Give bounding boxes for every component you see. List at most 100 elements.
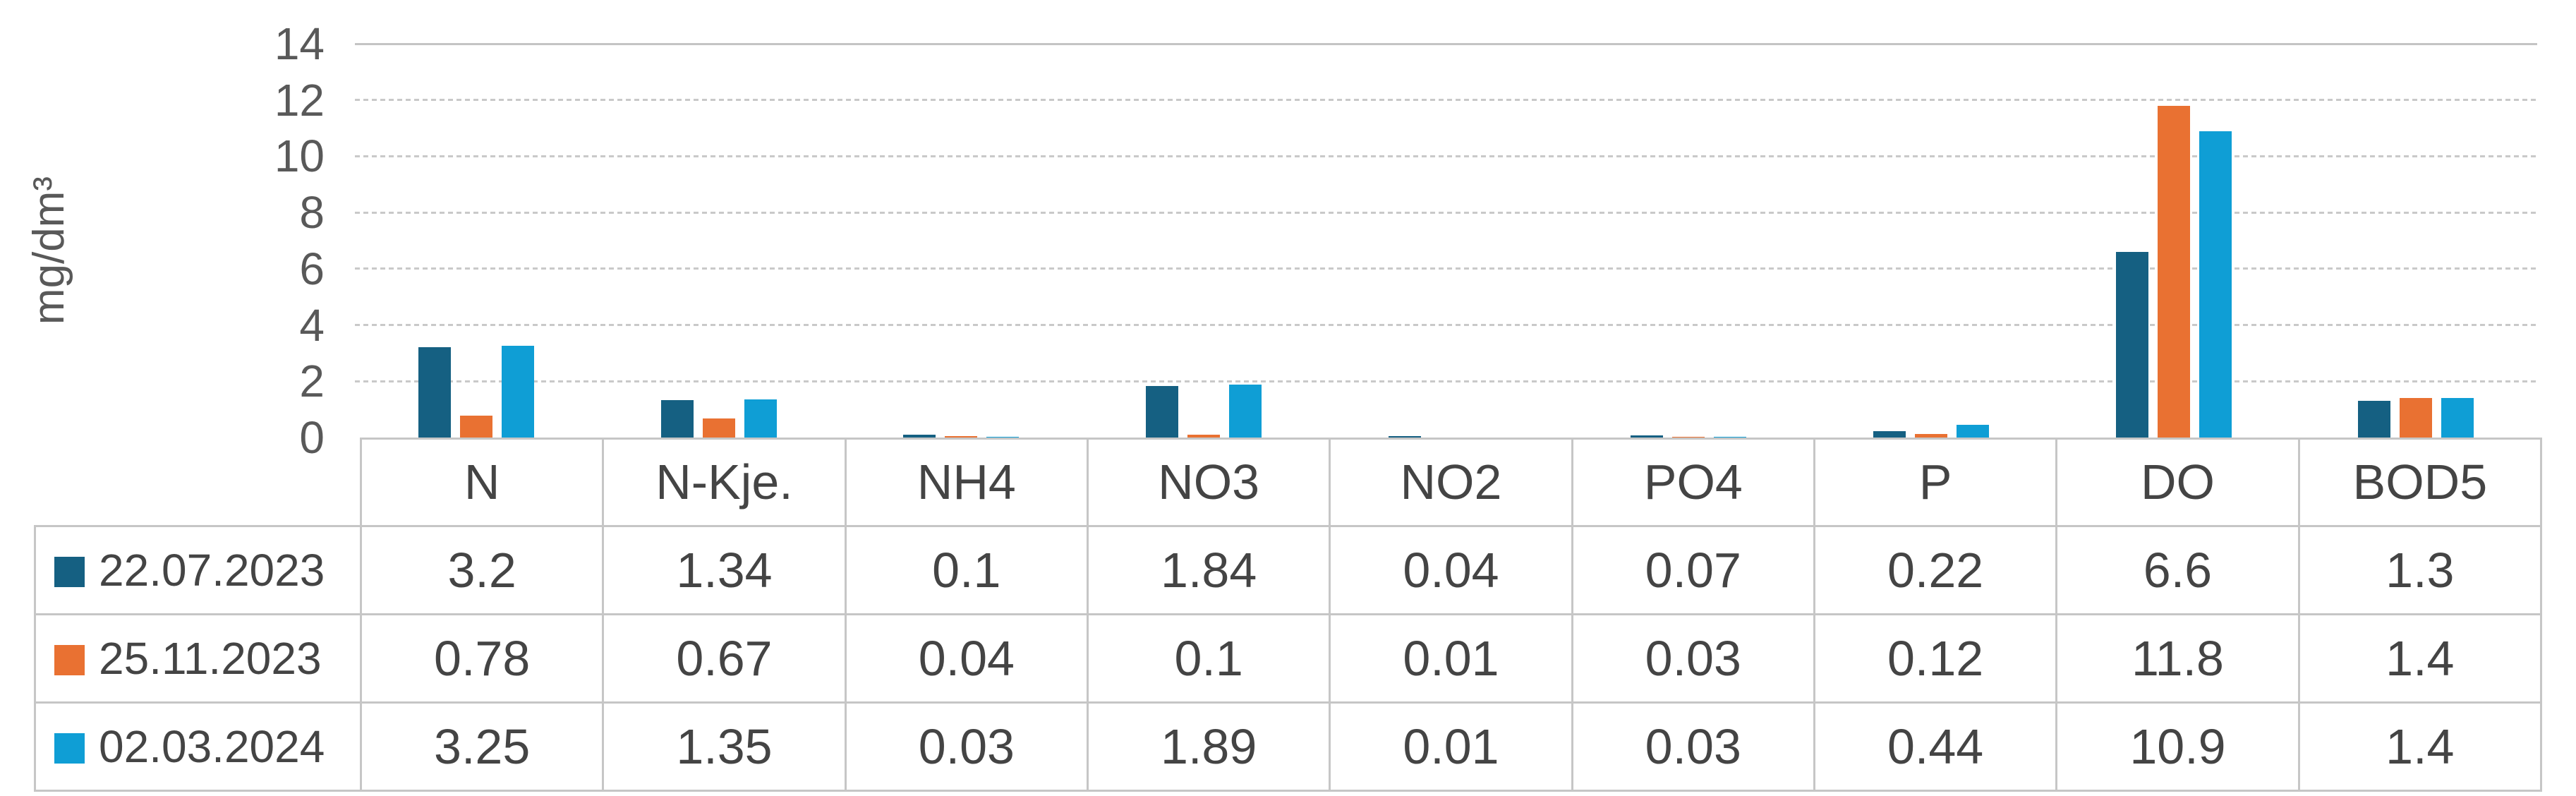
value-cell: 0.12 — [1813, 613, 2058, 704]
bar-group-N — [355, 44, 598, 438]
value-cell: 1.35 — [602, 701, 847, 792]
bar-PO4-02.03.2024 — [1714, 437, 1747, 438]
column-header-NO3: NO3 — [1086, 438, 1331, 527]
table-row: 22.07.2023 3.2 1.34 0.1 1.84 0.04 0.07 0.22 6.6 1… — [34, 524, 2543, 615]
bar-N-02.03.2024 — [501, 346, 534, 438]
y-tick-6: 6 — [299, 243, 325, 294]
value-cell: 10.9 — [2055, 701, 2300, 792]
y-tick-8: 8 — [299, 187, 325, 239]
legend-swatch-icon — [54, 556, 85, 587]
bar-P-25.11.2023 — [1914, 434, 1947, 438]
bar-BOD5-25.11.2023 — [2400, 398, 2433, 438]
data-table: N N-Kje. NH4 NO3 NO2 PO4 P DO BOD5 22.07.2023 3.2 1… — [34, 438, 2543, 792]
column-header-BOD5: BOD5 — [2297, 438, 2543, 527]
value-cell: 0.04 — [1329, 524, 1573, 615]
gridline-8 — [355, 211, 2537, 214]
bar-NO3-22.07.2023 — [1145, 386, 1178, 438]
column-header-N-Kje.: N-Kje. — [602, 438, 847, 527]
plot-area — [355, 42, 2537, 438]
bar-N-25.11.2023 — [459, 416, 492, 438]
column-header-N: N — [359, 438, 605, 527]
bar-N-Kje.-02.03.2024 — [744, 399, 777, 438]
value-cell: 0.03 — [1571, 701, 1815, 792]
value-cell: 0.67 — [602, 613, 847, 704]
table-row: 02.03.2024 3.25 1.35 0.03 1.89 0.01 0.03 0.44 10… — [34, 701, 2543, 792]
bar-P-22.07.2023 — [1873, 431, 1906, 438]
y-axis-title: mg/dm³ — [25, 176, 73, 325]
bar-BOD5-22.07.2023 — [2358, 401, 2391, 438]
bar-group-NO2 — [1325, 44, 1568, 438]
value-cell: 3.2 — [359, 524, 605, 615]
gridline-14 — [355, 42, 2537, 45]
bar-group-P — [1810, 44, 2052, 438]
bar-P-02.03.2024 — [1956, 425, 1989, 438]
bar-NH4-02.03.2024 — [986, 437, 1020, 438]
value-cell: 6.6 — [2055, 524, 2300, 615]
gridline-10 — [355, 155, 2537, 157]
bar-BOD5-02.03.2024 — [2441, 398, 2474, 438]
value-cell: 11.8 — [2055, 613, 2300, 704]
bar-DO-02.03.2024 — [2199, 131, 2232, 438]
value-cell: 0.44 — [1813, 701, 2058, 792]
gridline-4 — [355, 324, 2537, 327]
value-cell: 0.03 — [1571, 613, 1815, 704]
bar-N-Kje.-22.07.2023 — [660, 400, 694, 438]
bar-NO3-25.11.2023 — [1187, 435, 1220, 438]
bar-groups — [355, 44, 2537, 438]
bar-group-PO4 — [1567, 44, 1810, 438]
bar-group-NH4 — [840, 44, 1082, 438]
table-corner-cell — [35, 439, 361, 526]
value-cell: 0.01 — [1329, 613, 1573, 704]
column-header-NO2: NO2 — [1329, 438, 1573, 527]
value-cell: 1.4 — [2297, 613, 2543, 704]
value-cell: 0.01 — [1329, 701, 1573, 792]
legend-swatch-icon — [54, 732, 85, 764]
y-tick-4: 4 — [299, 299, 325, 351]
bar-group-BOD5 — [2294, 44, 2537, 438]
gridline-2 — [355, 380, 2537, 382]
bar-group-DO — [2052, 44, 2295, 438]
bar-N-22.07.2023 — [418, 347, 451, 438]
column-header-PO4: PO4 — [1571, 438, 1815, 527]
legend-swatch-icon — [54, 644, 85, 675]
value-cell: 0.78 — [359, 613, 605, 704]
row-label-25.11.2023: 25.11.2023 — [34, 613, 362, 704]
y-tick-10: 10 — [274, 131, 325, 182]
series-date-label: 22.07.2023 — [99, 544, 325, 596]
value-cell: 0.04 — [844, 613, 1089, 704]
series-date-label: 25.11.2023 — [99, 632, 322, 684]
bar-N-Kje.-25.11.2023 — [702, 418, 735, 438]
series-date-label: 02.03.2024 — [99, 720, 325, 772]
y-tick-2: 2 — [299, 356, 325, 407]
bar-NH4-25.11.2023 — [945, 436, 978, 438]
bar-PO4-22.07.2023 — [1631, 435, 1664, 438]
bar-PO4-25.11.2023 — [1672, 437, 1705, 438]
value-cell: 1.3 — [2297, 524, 2543, 615]
value-cell: 0.1 — [844, 524, 1089, 615]
gridline-6 — [355, 267, 2537, 270]
y-tick-12: 12 — [274, 74, 325, 126]
column-header-P: P — [1813, 438, 2058, 527]
column-header-NH4: NH4 — [844, 438, 1089, 527]
value-cell: 1.34 — [602, 524, 847, 615]
value-cell: 1.4 — [2297, 701, 2543, 792]
y-tick-0: 0 — [299, 412, 325, 463]
bar-DO-22.07.2023 — [2115, 252, 2148, 438]
value-cell: 0.22 — [1813, 524, 2058, 615]
bar-NO3-02.03.2024 — [1228, 385, 1262, 438]
table-row: 25.11.2023 0.78 0.67 0.04 0.1 0.01 0.03 0.12 11.… — [34, 613, 2543, 704]
value-cell: 1.89 — [1086, 701, 1331, 792]
bar-group-NO3 — [1082, 44, 1325, 438]
row-label-22.07.2023: 22.07.2023 — [34, 524, 362, 615]
column-header-DO: DO — [2055, 438, 2300, 527]
value-cell: 0.07 — [1571, 524, 1815, 615]
value-cell: 0.1 — [1086, 613, 1331, 704]
row-label-02.03.2024: 02.03.2024 — [34, 701, 362, 792]
bar-NH4-22.07.2023 — [903, 435, 936, 438]
bar-group-N-Kje. — [598, 44, 840, 438]
bar-DO-25.11.2023 — [2157, 106, 2190, 438]
value-cell: 0.03 — [844, 701, 1089, 792]
value-cell: 1.84 — [1086, 524, 1331, 615]
bar-NO2-22.07.2023 — [1388, 436, 1421, 438]
